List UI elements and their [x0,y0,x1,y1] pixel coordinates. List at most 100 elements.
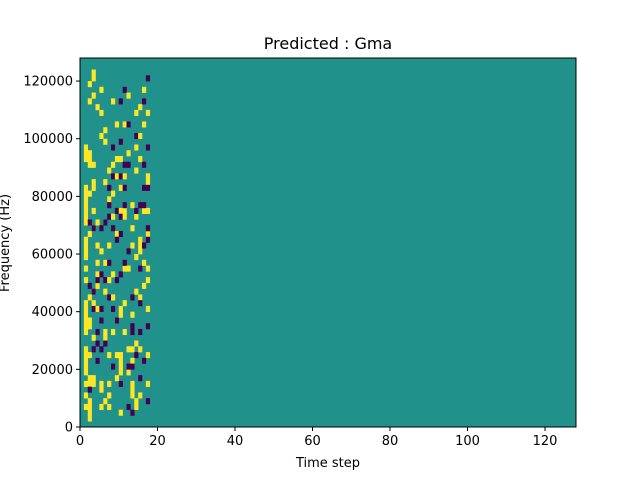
heatmap-cell [114,317,120,324]
heatmap-cell [83,357,89,364]
heatmap-cell [130,242,135,249]
heatmap-cell [95,277,100,284]
heatmap-cell [114,230,120,238]
heatmap-cell [126,403,131,411]
heatmap-cell [103,288,108,295]
heatmap-cell [118,271,123,278]
heatmap-cell [134,109,139,116]
heatmap-cell [118,230,123,238]
heatmap-cell [87,380,92,387]
heatmap-cell [130,392,135,399]
heatmap-cell [134,288,139,295]
heatmap-cell [114,173,120,180]
heatmap-cell [83,184,89,191]
heatmap-cell [142,207,147,214]
heatmap-cell [99,225,104,232]
heatmap-cell [87,190,92,197]
heatmap-cell [91,288,96,295]
heatmap-cell [118,311,123,318]
heatmap-cell [145,305,151,312]
heatmap-cell [134,352,139,359]
heatmap-cell [134,403,139,411]
heatmap-cell [134,213,139,220]
heatmap-cell [145,184,151,191]
heatmap-cell [99,380,104,387]
heatmap-cell [83,328,89,336]
heatmap-cell [122,300,127,307]
heatmap-cell [99,86,104,93]
heatmap-cell [87,156,92,163]
plot-area [79,57,577,428]
heatmap-cell [142,161,147,168]
heatmap-cell [114,207,120,214]
heatmap-cell [91,207,96,214]
heatmap-cell [83,300,89,307]
heatmap-cell [130,311,135,318]
heatmap-cell [83,190,89,197]
heatmap-cell [114,156,120,163]
heatmap-cell [118,352,123,359]
heatmap-cell [103,340,108,347]
heatmap-cell [87,409,92,416]
heatmap-cell [83,236,89,243]
heatmap-cell [95,328,100,336]
heatmap-cell [83,363,89,370]
heatmap-cell [95,219,100,226]
heatmap-cell [145,236,151,243]
heatmap-cell [118,173,123,180]
heatmap-cell [126,363,131,370]
heatmap-cell [145,323,151,330]
heatmap-cell [138,294,143,301]
heatmap-cell [130,328,135,336]
heatmap-cell [103,179,108,186]
heatmap-cell [111,190,116,197]
heatmap-cell [91,69,96,76]
heatmap-cell [130,294,135,301]
heatmap-cell [99,403,104,411]
heatmap-cell [103,334,108,341]
heatmap-cell [118,98,123,105]
heatmap-cell [87,81,92,88]
heatmap-cell [83,254,89,261]
heatmap-cell [134,132,139,140]
heatmap-cell [111,328,116,336]
heatmap-cell [145,265,151,272]
heatmap-cell [83,346,89,353]
heatmap-cell [142,282,147,289]
heatmap-cell [138,248,143,255]
heatmap-cell [142,86,147,93]
heatmap-cell [114,121,120,128]
heatmap-cell [130,357,135,364]
heatmap-cell [83,156,89,163]
heatmap-cell [134,144,139,151]
y-axis: 0 20000 40000 60000 80000 100000 120000 [23,75,80,436]
heatmap-cell [126,92,131,99]
heatmap-cell [142,259,147,266]
heatmap-cell [122,259,127,266]
heatmap-cell [142,121,147,128]
heatmap-cell [122,202,127,209]
heatmap-cell [91,305,96,312]
heatmap-cell [103,328,108,336]
heatmap-cell [122,207,127,214]
heatmap-cell [138,328,143,336]
heatmap-cell [107,259,112,266]
heatmap-cell [122,328,127,336]
heatmap-cell [103,138,108,145]
heatmap-cell [83,207,89,214]
heatmap-cell [95,305,100,312]
heatmap-cell [91,375,96,382]
heatmap-cell [83,248,89,255]
heatmap-cell [83,311,89,318]
heatmap-cell [111,213,116,220]
heatmap-cell [103,219,108,226]
y-tick-label: 60000 [32,248,73,263]
heatmap-cell [138,375,143,382]
heatmap-cell [83,323,89,330]
heatmap-cell [87,317,92,324]
heatmap-cell [118,156,123,163]
heatmap-cell [95,340,100,347]
heatmap-cell [87,294,92,301]
heatmap-cell [107,392,112,399]
